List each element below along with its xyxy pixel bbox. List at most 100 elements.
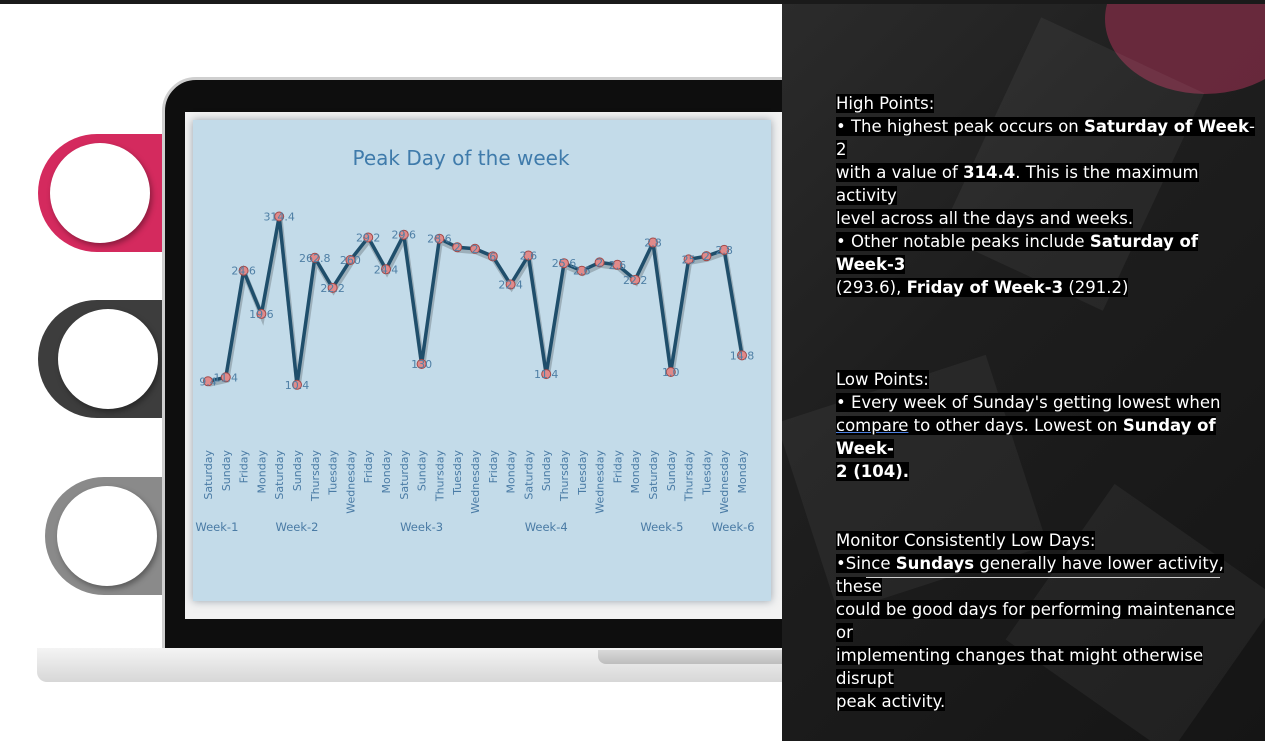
data-point	[470, 243, 480, 254]
x-tick-label: Friday	[487, 450, 500, 484]
x-tick-label: Wednesday	[594, 450, 607, 514]
x-tick-label: Sunday	[540, 450, 553, 492]
x-tick-label: Monday	[255, 450, 268, 494]
text-run: Sundays	[895, 554, 975, 573]
data-label: 130	[411, 358, 432, 371]
x-tick-label: Wednesday	[469, 450, 482, 514]
x-tick-label: Saturday	[202, 450, 215, 500]
peak-day-line-chart: Peak Day of the week 9.4 Saturday 11.4 Sunda…	[195, 146, 755, 534]
data-label: 29.2	[356, 231, 381, 244]
x-tick-label: Tuesday	[576, 450, 589, 496]
data-point	[701, 251, 712, 262]
data-label: 2	[454, 241, 461, 254]
high-point-1: • The highest peak occurs on Saturday of…	[836, 117, 1255, 159]
data-point	[523, 250, 534, 261]
week-group-label: Week-6	[712, 520, 755, 534]
data-label: 262.8	[299, 252, 331, 265]
data-label: 25	[682, 253, 696, 266]
low-points-heading: Low Points:	[836, 370, 929, 389]
data-point	[452, 242, 463, 253]
x-tick-label: Sunday	[665, 450, 678, 492]
x-tick-label: Sunday	[291, 450, 304, 492]
data-label: 2.6	[520, 250, 538, 263]
data-label: 6	[489, 250, 496, 263]
week-group-label: Week-1	[195, 520, 238, 534]
text-run: •Since	[836, 554, 896, 573]
data-label: 314.4	[263, 210, 295, 223]
laptop-notch	[598, 650, 798, 664]
text-run: (293.6),	[836, 278, 907, 297]
high-points-heading: High Points:	[836, 94, 935, 113]
x-tick-label: Thursday	[683, 450, 696, 503]
data-point	[363, 232, 374, 243]
data-point	[416, 359, 427, 369]
monitor-heading: Monitor Consistently Low Days:	[836, 531, 1096, 550]
x-tick-label: Friday	[611, 450, 624, 484]
data-point	[665, 367, 676, 377]
high-point-2-cont: (293.6), Friday of Week-3 (291.2)	[836, 278, 1129, 297]
data-label: 19.6	[249, 308, 274, 321]
x-tick-label: Tuesday	[451, 450, 464, 496]
insights-text: High Points: • The highest peak occurs o…	[836, 92, 1256, 713]
data-point	[274, 211, 285, 222]
text-run: Saturday of Week-3	[836, 232, 1199, 274]
data-label: 2	[596, 256, 603, 269]
data-label: 14.8	[730, 349, 755, 362]
x-tick-label: Monday	[736, 450, 749, 494]
data-point	[737, 350, 747, 361]
data-point	[238, 265, 249, 276]
right-text-panel: High Points: • The highest peak occurs o…	[782, 4, 1265, 741]
pill-circle-3	[57, 486, 157, 586]
data-point	[576, 265, 587, 276]
data-point	[292, 379, 302, 390]
data-label: 11.4	[214, 371, 239, 384]
x-tick-label: Saturday	[522, 450, 535, 500]
top-border	[0, 0, 1265, 4]
data-point	[256, 308, 267, 319]
text-run: with a value of	[836, 163, 964, 182]
series-line	[207, 214, 744, 387]
monitor-line-3: implementing changes that might otherwis…	[836, 646, 1204, 688]
x-tick-label: Sunday	[416, 450, 429, 492]
data-label: 22.2	[623, 274, 648, 287]
data-label: 260	[340, 254, 361, 267]
x-tick-label: Saturday	[647, 450, 660, 500]
text-run: 314.4	[963, 163, 1016, 182]
x-tick-label: Thursday	[558, 450, 571, 503]
x-tick-label: Tuesday	[700, 450, 713, 496]
low-point-1: • Every week of Sunday's getting lowest …	[836, 393, 1221, 412]
high-point-1-end: level across all the days and weeks.	[836, 209, 1134, 228]
week-group-label: Week-4	[525, 520, 568, 534]
text-run: (291.2)	[1063, 278, 1129, 297]
data-point	[398, 229, 409, 240]
data-label: 24.4	[374, 263, 399, 276]
data-point	[541, 369, 552, 380]
x-tick-label: Monday	[629, 450, 642, 494]
divider-line	[866, 577, 1220, 578]
monitor-section: Monitor Consistently Low Days: •Since Su…	[836, 529, 1256, 713]
data-point	[719, 244, 730, 255]
chart-title: Peak Day of the week	[352, 146, 569, 170]
data-label: 22.2	[320, 282, 345, 295]
data-label: 29.6	[392, 229, 417, 242]
data-point	[487, 251, 498, 262]
data-label: 25.6	[552, 257, 577, 270]
pill-circle-2	[58, 309, 158, 409]
data-label: 2.8	[644, 237, 662, 250]
data-label: 1.0	[662, 366, 680, 379]
data-label: 28.6	[427, 233, 452, 246]
x-tick-label: Sunday	[220, 450, 233, 492]
data-label: 11.4	[534, 368, 559, 381]
x-tick-label: Wednesday	[344, 450, 357, 514]
text-run: • The highest peak occurs on	[836, 117, 1084, 136]
data-label: 2.6	[573, 265, 591, 278]
low-point-1-end: 2 (104).	[836, 462, 910, 481]
x-tick-label: Saturday	[398, 450, 411, 500]
text-run: to other days. Lowest on	[908, 416, 1123, 435]
data-point	[648, 237, 658, 248]
data-point	[203, 376, 213, 387]
low-point-1-cont: compare to other days. Lowest on Sunday …	[836, 416, 1216, 458]
text-run: . This is the maximum activity	[836, 163, 1199, 205]
data-point	[594, 257, 605, 268]
data-point	[505, 279, 516, 290]
